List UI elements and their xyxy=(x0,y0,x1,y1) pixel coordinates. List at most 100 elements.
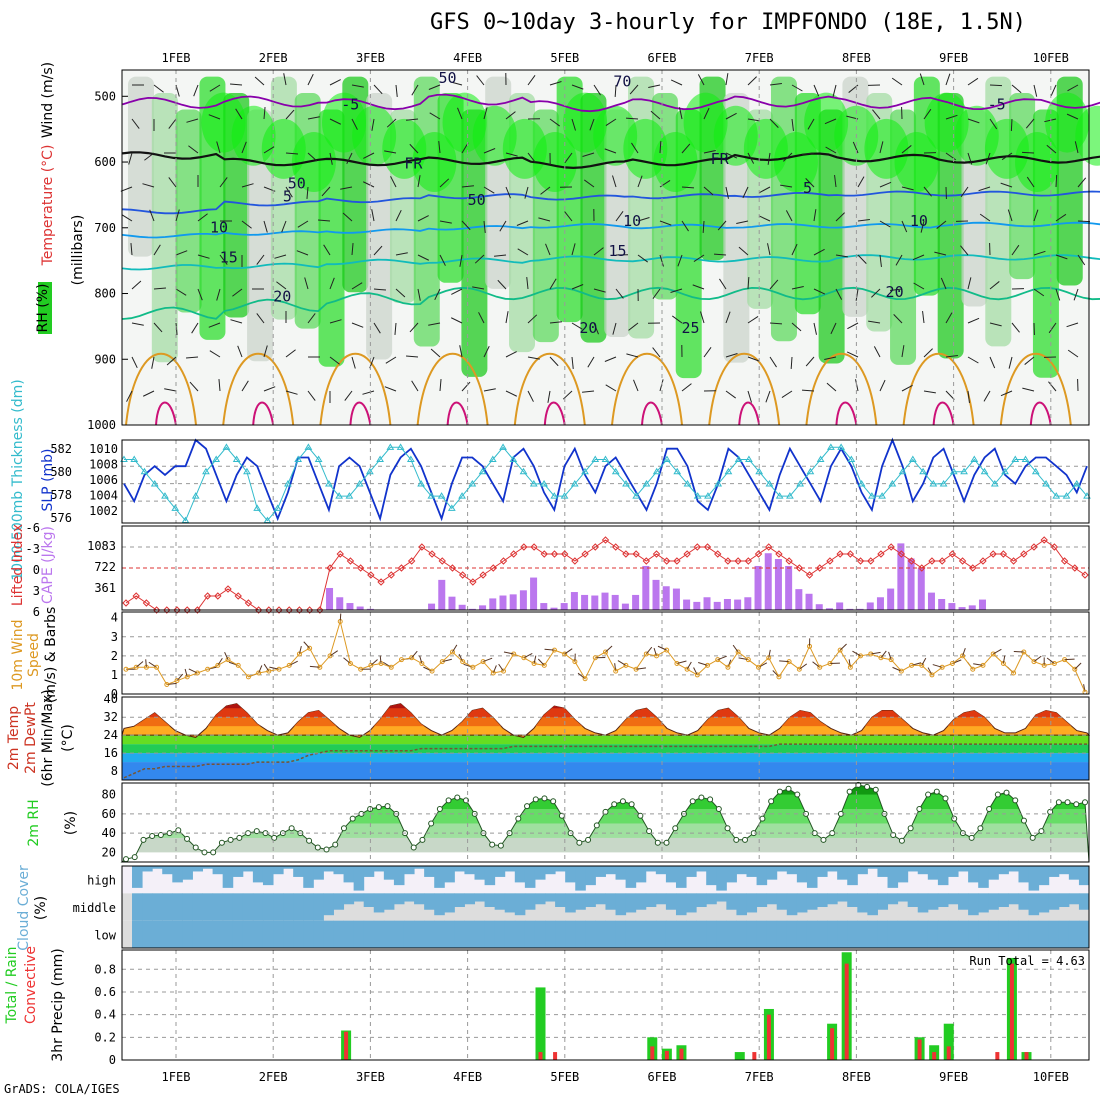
temp-area xyxy=(122,703,1089,738)
wind-barb xyxy=(340,186,353,190)
wind-barb xyxy=(919,73,925,86)
wind-barb xyxy=(1007,209,1013,222)
wind-barb xyxy=(371,118,375,131)
surface-wind-barb xyxy=(870,651,881,655)
wind-barb xyxy=(549,321,562,324)
surface-wind-barb xyxy=(329,650,338,657)
wind-barb xyxy=(545,243,551,256)
surface-wind-barb xyxy=(148,661,157,668)
thickness-point xyxy=(171,504,180,511)
cloud-bar xyxy=(1038,920,1050,948)
contour-label: 15 xyxy=(609,242,627,260)
wind-speed-point xyxy=(725,664,731,670)
wind-barb xyxy=(439,254,446,266)
rh-point xyxy=(157,832,164,839)
surface-wind-barb xyxy=(1002,655,1006,664)
rh-tick-label: 60 xyxy=(102,807,116,821)
temp-axis-label-2: 2m DewPt xyxy=(23,702,39,774)
cloud-bar xyxy=(464,866,476,875)
wind-barb xyxy=(230,83,243,86)
wind-barb xyxy=(1077,220,1091,223)
wind10-axis-label-2: Speed xyxy=(26,633,42,677)
wind-barb xyxy=(785,210,793,222)
wind-barb xyxy=(323,244,331,256)
thickness-point xyxy=(796,479,805,487)
wind-barb xyxy=(461,185,474,188)
pressure-tick-label: 1000 xyxy=(87,418,116,432)
wind-speed-point xyxy=(460,659,466,665)
cape-bar xyxy=(560,603,568,610)
cloud-bar xyxy=(998,866,1009,875)
cloud-bar xyxy=(968,893,979,916)
cloud-bar xyxy=(172,920,183,948)
day-label-top: 10FEB xyxy=(1033,51,1069,65)
wind-barb xyxy=(476,75,485,86)
cloud-bar xyxy=(172,866,183,883)
slp-line xyxy=(123,437,1088,522)
thickness-point xyxy=(304,443,313,450)
temp-tick-label: 32 xyxy=(104,710,118,724)
cloud-bar xyxy=(847,920,858,948)
wind-barb xyxy=(713,253,727,256)
wind-speed-point xyxy=(837,647,843,653)
temp-hot-band xyxy=(122,703,1089,709)
rh-point xyxy=(759,815,766,822)
wind-speed-point xyxy=(194,670,200,676)
cloud-bar xyxy=(262,920,274,948)
cape-bar xyxy=(468,608,476,610)
wind-barb xyxy=(989,118,998,130)
wind-barb xyxy=(983,390,991,402)
wind-barb xyxy=(659,220,672,226)
wind-barb xyxy=(693,254,705,262)
cape-bar xyxy=(672,588,680,610)
cloud-bar xyxy=(585,866,596,886)
surface-wind-barb xyxy=(693,667,698,676)
surface-wind-barb xyxy=(564,648,573,655)
cloud-bar xyxy=(998,920,1009,948)
rh-tick-label: 20 xyxy=(102,845,116,859)
high-rh-blob xyxy=(412,132,457,193)
thickness-point xyxy=(908,455,917,463)
wind-barb xyxy=(633,379,639,392)
cloud-bar xyxy=(766,920,778,948)
cloud-bar xyxy=(343,893,355,905)
rh-point xyxy=(829,830,836,837)
cloud-bar xyxy=(434,893,445,916)
cloud-bar xyxy=(323,866,334,872)
thickness-tick-label: 578 xyxy=(50,488,72,502)
high-rh-blob xyxy=(894,132,939,193)
rh-point xyxy=(994,791,1001,798)
precip-convective-bar xyxy=(344,1031,349,1060)
cloud-bar xyxy=(827,893,838,905)
surface-wind-barb xyxy=(263,663,270,672)
cloud-bar xyxy=(403,893,415,902)
cloud-bar xyxy=(817,866,828,877)
surface-wind-barb xyxy=(442,658,452,663)
wind-barb xyxy=(945,355,958,358)
cloud-bar xyxy=(665,893,677,910)
wind-barb xyxy=(1055,174,1058,188)
wind-barb xyxy=(307,116,320,120)
cloud-bar xyxy=(837,866,848,880)
wind-barb xyxy=(791,286,804,290)
thickness-point xyxy=(898,467,907,475)
contour-label: 50 xyxy=(468,191,486,209)
wind-barb xyxy=(780,184,793,188)
isotherm-line xyxy=(122,190,1100,215)
wind-barb xyxy=(131,280,142,290)
wind-barb xyxy=(307,152,318,162)
cloud-bar xyxy=(383,866,395,880)
cloud-bar xyxy=(212,920,224,948)
cloud-bar xyxy=(444,866,455,883)
cloud-bar xyxy=(867,920,878,948)
wind-barb xyxy=(526,277,529,290)
cape-bar xyxy=(601,592,609,610)
wind-tick-label: 0 xyxy=(111,687,118,701)
cloud-bar xyxy=(534,893,546,905)
rh-tick-label: 40 xyxy=(102,826,116,840)
rh-point xyxy=(602,808,609,815)
surface-wind-barb xyxy=(779,660,790,663)
cloud-bar xyxy=(353,920,365,948)
rh-point xyxy=(184,835,191,842)
wind-barb xyxy=(1033,288,1045,297)
